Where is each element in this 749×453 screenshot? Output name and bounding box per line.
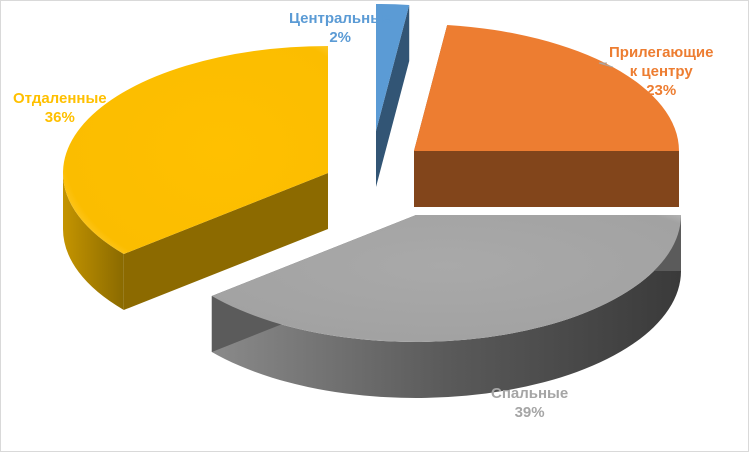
slice-cut-adjacent [414, 151, 679, 207]
slice-name: Центральные [289, 10, 392, 27]
slice-value: 36% [44, 109, 75, 126]
slice-name: Отдаленные [13, 90, 107, 107]
slice-sleeping [211, 215, 681, 398]
slice-label-sleeping: Спальные 39% [491, 384, 568, 422]
slice-name: Спальные [491, 385, 569, 402]
slice-cut-central [376, 5, 410, 187]
slice-label-central: Центральные 2% [289, 9, 391, 47]
slice-side-remote [63, 173, 124, 310]
leader-line-adjacent [598, 62, 613, 68]
slice-top-adjacent [414, 25, 679, 151]
slice-name: Прилегающие [609, 44, 714, 61]
slice-value: 39% [514, 404, 545, 421]
slice-label-adjacent: Прилегающие к центру 23% [609, 43, 713, 100]
slice-name-line2: к центру [629, 63, 693, 80]
slice-remote [62, 46, 328, 310]
slice-side-sleeping [211, 215, 681, 398]
slice-central [376, 4, 410, 187]
slice-top-sleeping [211, 215, 681, 342]
slice-top-central [376, 4, 410, 131]
slice-top-remote [62, 46, 328, 254]
slice-value: 23% [646, 82, 677, 99]
slice-value: 2% [329, 29, 352, 46]
slice-cut-remote [123, 173, 328, 310]
slice-label-remote: Отдаленные 36% [13, 89, 107, 127]
slice-adjacent [414, 25, 679, 207]
